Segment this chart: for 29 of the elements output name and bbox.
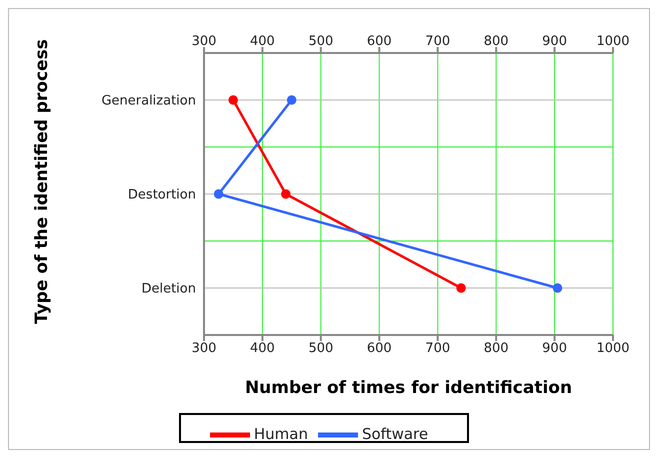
x2-tick-label: 800 — [484, 341, 509, 356]
x-tick-label: 500 — [308, 34, 334, 49]
y-tick-label: Generalization — [101, 94, 196, 109]
y-tick-label: Deletion — [141, 282, 196, 297]
x2-tick-label: 300 — [192, 341, 216, 356]
point — [552, 283, 562, 293]
x-tick-label: 400 — [250, 34, 275, 49]
x2-tick-label: 400 — [250, 341, 275, 356]
x2-tick-label: 500 — [308, 341, 334, 356]
x2-tick-label: 900 — [542, 341, 567, 356]
legend-label: Software — [362, 425, 428, 444]
legend-label: Human — [254, 425, 308, 444]
x2-tick-label: 700 — [425, 341, 450, 356]
point — [228, 95, 238, 105]
x2-tick-label: 1000 — [596, 341, 630, 356]
point — [281, 189, 291, 199]
x-tick-label: 600 — [366, 34, 392, 49]
x-tick-label: 300 — [192, 34, 216, 49]
x-tick-label: 800 — [484, 34, 509, 49]
x-tick-label: 1000 — [596, 34, 630, 49]
x-tick-label: 700 — [425, 34, 450, 49]
y-axis-title: Type of the identified process — [32, 39, 52, 324]
x2-tick-label: 600 — [366, 341, 392, 356]
x-tick-label: 900 — [542, 34, 567, 49]
point — [456, 283, 466, 293]
point — [286, 95, 296, 105]
point — [214, 189, 224, 199]
y-tick-label: Destortion — [128, 188, 196, 203]
x-axis-title: Number of times for identification — [244, 378, 572, 398]
